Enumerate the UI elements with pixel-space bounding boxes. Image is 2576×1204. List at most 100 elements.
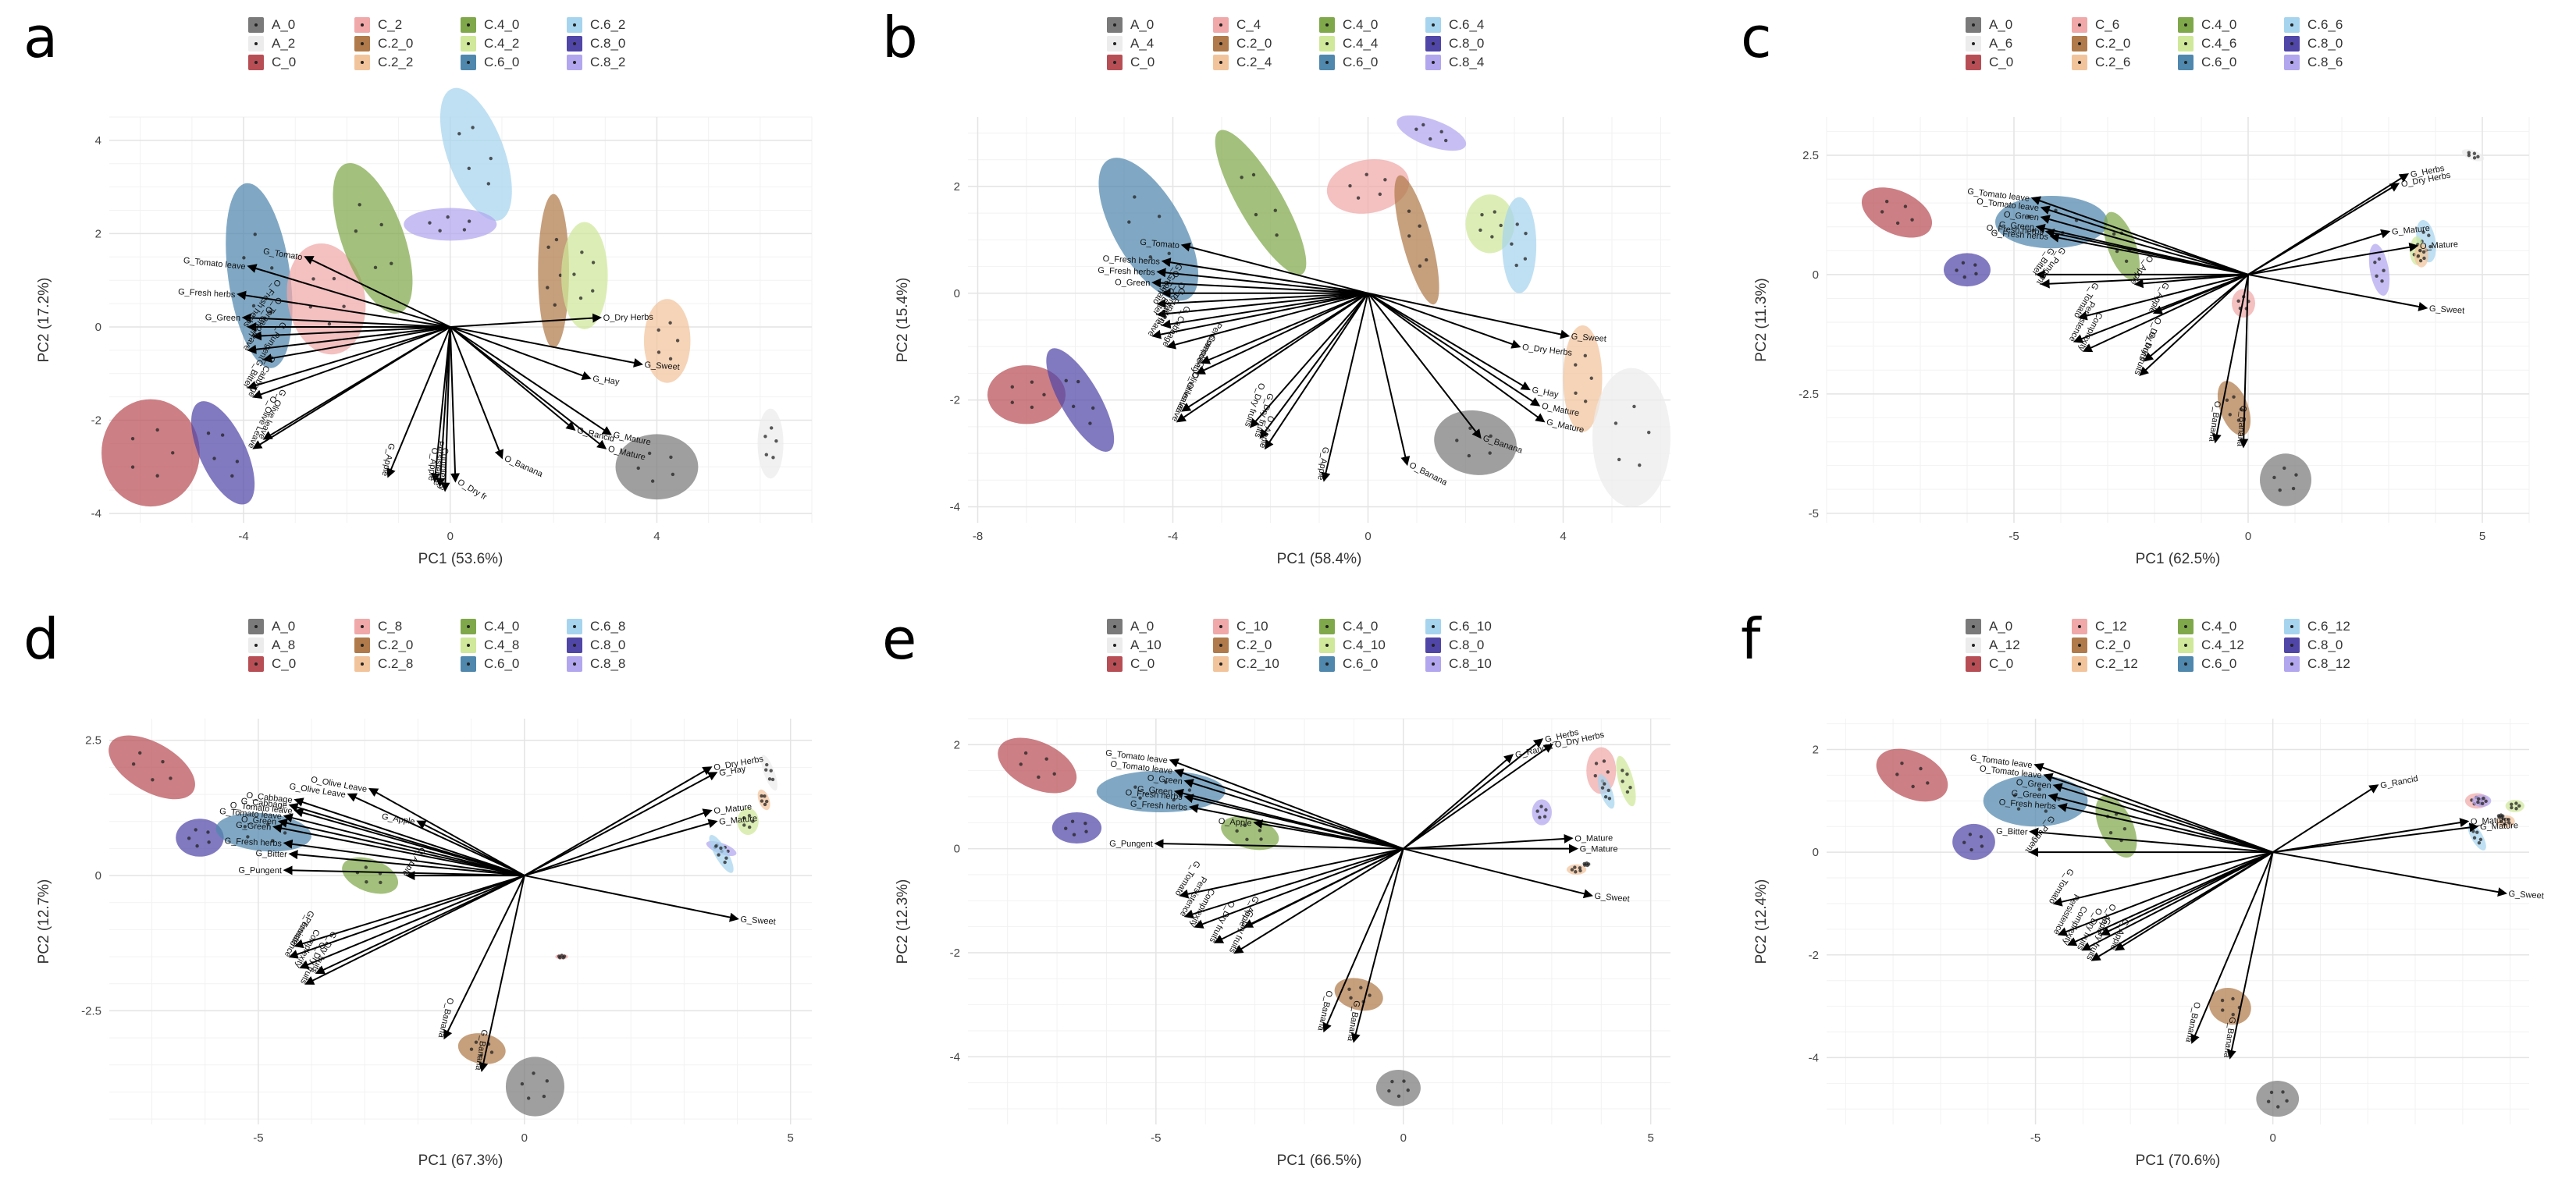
- group-C.4_12: [2505, 800, 2524, 812]
- sample-point: [1895, 221, 1900, 226]
- legend-item: C.6_4: [1425, 16, 1532, 34]
- loading-arrow: [450, 326, 576, 431]
- loading-arrow: [368, 787, 525, 876]
- legend-label: C.4_0: [1343, 17, 1379, 32]
- group-C.8_6: [2368, 243, 2390, 296]
- loading-arrow: [1151, 278, 1368, 294]
- loading-arrow: [2247, 273, 2428, 311]
- confidence-ellipse: [2217, 381, 2251, 436]
- loading-arrow: [524, 766, 713, 876]
- sample-point: [1356, 196, 1361, 200]
- x-tick-label: 0: [2269, 1131, 2275, 1145]
- sample-point: [724, 856, 728, 860]
- sample-point: [553, 303, 557, 307]
- sample-point: [2236, 418, 2241, 422]
- legend-swatch: [248, 55, 264, 70]
- x-tick-label: -5: [2008, 530, 2019, 543]
- legend-item: C_0: [1107, 53, 1213, 72]
- y-axis-title: PC2 (12.3%): [895, 879, 911, 964]
- sample-point: [1583, 400, 1588, 403]
- sample-point: [2266, 1099, 2271, 1103]
- loading-arrow: [1403, 738, 1544, 850]
- y-tick-label: -4: [91, 507, 101, 520]
- legend-swatch: [1966, 36, 1981, 51]
- group-C.4_0: [342, 857, 399, 894]
- loading-label: G_Fresh herbs: [1130, 799, 1189, 812]
- sample-point: [1418, 224, 1421, 228]
- loading-arrow: [1180, 292, 1369, 412]
- confidence-ellipse: [404, 208, 497, 241]
- legend-item: C_0: [1966, 655, 2072, 673]
- sample-point: [1961, 261, 1966, 265]
- legend-item: C.2_12: [2072, 655, 2178, 673]
- sample-point: [2475, 830, 2479, 834]
- sample-point: [2373, 261, 2377, 265]
- y-tick-label: 2: [954, 180, 960, 194]
- sample-point: [1414, 127, 1418, 131]
- sample-point: [1606, 770, 1610, 774]
- loading-arrow: [1156, 292, 1368, 319]
- legend-label: C.4_10: [1343, 638, 1386, 652]
- legend-label: A_0: [1989, 17, 2013, 32]
- confidence-ellipse: [1215, 130, 1307, 275]
- legend-item: C_0: [248, 53, 354, 72]
- group-C.2_2: [643, 299, 691, 383]
- sample-point: [2124, 259, 2129, 263]
- sample-point: [1273, 208, 1277, 212]
- sample-point: [486, 182, 490, 186]
- sample-point: [242, 256, 246, 260]
- legend-label: C.4_0: [484, 619, 520, 634]
- legend-swatch: [2072, 656, 2087, 672]
- loading-arrow: [294, 808, 525, 877]
- loading-label: G_Mature: [2480, 821, 2518, 832]
- legend-label: C.6_2: [590, 17, 626, 32]
- sample-point: [1030, 405, 1034, 410]
- loading-arrow: [1179, 847, 1404, 899]
- sample-point: [471, 126, 475, 130]
- sample-point: [591, 261, 596, 265]
- x-tick-label: 0: [447, 530, 454, 543]
- confidence-ellipse: [1876, 748, 1948, 802]
- sample-point: [1157, 215, 1162, 218]
- loading-arrow: [1367, 293, 1411, 467]
- sample-point: [760, 794, 763, 798]
- sample-point: [1542, 815, 1547, 819]
- legend-item: C.8_8: [567, 655, 673, 673]
- y-axis-title: PC2 (11.3%): [1753, 278, 1770, 361]
- sample-point: [2228, 413, 2233, 417]
- loading-arrow: [2048, 793, 2273, 854]
- sample-point: [2231, 1013, 2235, 1017]
- loading-arrow: [1367, 292, 1541, 407]
- loading-arrow: [2247, 229, 2391, 275]
- loading-label: G_Sweet: [740, 915, 776, 927]
- legend-swatch: [354, 36, 370, 51]
- sample-point: [2467, 151, 2471, 154]
- sample-point: [1602, 759, 1606, 763]
- legend-swatch: [2284, 638, 2300, 653]
- loading-label: O_Banana: [2183, 1001, 2201, 1044]
- sample-point: [469, 1047, 474, 1051]
- legend-item: C.8_0: [567, 34, 673, 53]
- sample-point: [2418, 258, 2423, 263]
- loading-arrow: [299, 875, 525, 969]
- legend-item: A_0: [1966, 617, 2072, 636]
- x-tick-label: 0: [1364, 530, 1371, 543]
- legend-swatch: [2284, 55, 2300, 70]
- sample-point: [719, 846, 723, 851]
- loading-arrow: [1183, 779, 1404, 850]
- sample-point: [578, 296, 583, 300]
- legend-label: C.8_0: [590, 638, 626, 652]
- sample-point: [151, 778, 155, 782]
- sample-point: [1523, 257, 1528, 261]
- sample-point: [2497, 815, 2501, 819]
- legend-label: C.8_2: [590, 55, 626, 69]
- legend-item: A_0: [248, 617, 354, 636]
- y-tick-label: 4: [95, 134, 101, 147]
- loading-arrow: [450, 326, 612, 435]
- loading-arrow: [450, 326, 607, 449]
- legend-label: C.8_0: [1449, 36, 1485, 51]
- sample-point: [2514, 801, 2518, 805]
- legend-item: C.4_10: [1319, 636, 1425, 655]
- sample-point: [774, 439, 778, 443]
